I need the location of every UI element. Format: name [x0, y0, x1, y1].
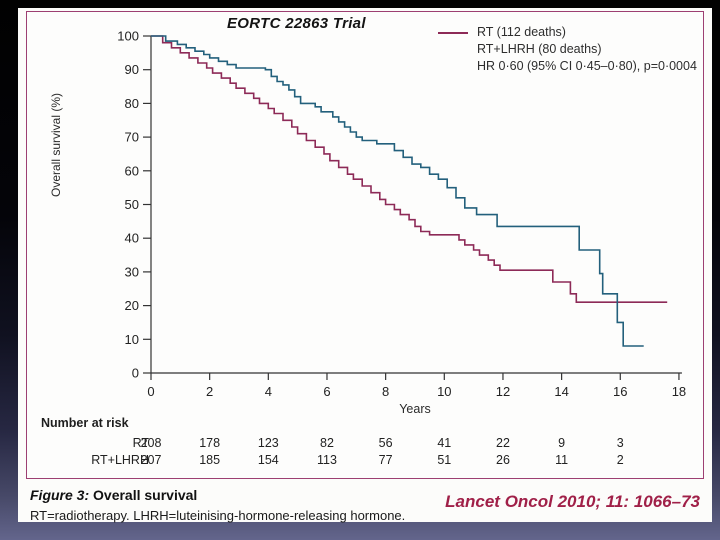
legend-entry-rt: RT (112 deaths) — [438, 24, 697, 41]
figure-title: Overall survival — [89, 487, 198, 503]
legend: RT (112 deaths) RT+LHRH (80 deaths) HR 0… — [438, 24, 697, 75]
abbreviation-note: RT=radiotherapy. LHRH=luteinising-hormon… — [30, 508, 406, 523]
risk-count: 26 — [496, 453, 510, 467]
risk-count: 113 — [317, 453, 337, 467]
svg-text:18: 18 — [672, 384, 686, 399]
slide: EORTC 22863 Trial RT (112 deaths) RT+LHR… — [18, 8, 712, 523]
svg-text:30: 30 — [125, 264, 139, 279]
svg-text:80: 80 — [125, 96, 139, 111]
svg-text:50: 50 — [125, 197, 139, 212]
legend-marker-slot — [438, 31, 477, 34]
svg-text:6: 6 — [323, 384, 330, 399]
svg-text:10: 10 — [125, 332, 139, 347]
risk-count: 77 — [378, 453, 393, 467]
risk-count: 208 — [140, 436, 162, 450]
risk-count: 51 — [437, 453, 452, 467]
risk-row-label: RT+LHRH — [91, 453, 149, 467]
risk-row-label: RT — [132, 436, 149, 450]
chart-title: EORTC 22863 Trial — [227, 15, 366, 32]
svg-text:16: 16 — [613, 384, 627, 399]
svg-text:0: 0 — [147, 384, 154, 399]
survival-chart: 0 10 20 30 40 50 60 70 80 90 100 0 2 4 6 8 10 12 14 16 18 — [117, 29, 686, 400]
svg-text:14: 14 — [554, 384, 568, 399]
hazard-ratio-text: HR 0·60 (95% CI 0·45–0·80), p=0·0004 — [477, 59, 697, 73]
journal-citation: Lancet Oncol 2010; 11: 1066–73 — [445, 492, 700, 511]
risk-count: 2 — [616, 453, 624, 467]
svg-text:4: 4 — [265, 384, 272, 399]
risk-count: 9 — [558, 436, 566, 450]
risk-count: 22 — [496, 436, 510, 450]
svg-text:100: 100 — [117, 29, 139, 44]
risk-count: 3 — [616, 436, 624, 450]
legend-entry-rtlhrh: RT+LHRH (80 deaths) — [438, 41, 697, 58]
figure-label: Figure 3: — [30, 487, 90, 503]
svg-text:20: 20 — [125, 298, 139, 313]
figure-caption: Figure 3: Overall survival — [30, 487, 197, 503]
svg-text:10: 10 — [437, 384, 451, 399]
legend-label-rt: RT (112 deaths) — [477, 25, 566, 39]
risk-count: 56 — [378, 436, 393, 450]
svg-text:2: 2 — [206, 384, 213, 399]
risk-count: 41 — [437, 436, 452, 450]
risk-count: 82 — [320, 436, 334, 450]
legend-label-rtlhrh: RT+LHRH (80 deaths) — [477, 42, 602, 56]
risk-count: 154 — [257, 453, 279, 467]
svg-text:40: 40 — [125, 231, 139, 246]
rt-line-marker — [438, 31, 468, 34]
risk-count: 11 — [555, 453, 569, 467]
svg-text:8: 8 — [382, 384, 389, 399]
risk-count: 185 — [199, 453, 221, 467]
legend-stats: HR 0·60 (95% CI 0·45–0·80), p=0·0004 — [438, 58, 697, 75]
svg-text:70: 70 — [125, 130, 139, 145]
risk-count: 207 — [140, 453, 162, 467]
svg-text:60: 60 — [125, 163, 139, 178]
svg-text:0: 0 — [132, 366, 139, 381]
svg-text:12: 12 — [496, 384, 510, 399]
risk-count: 178 — [199, 436, 221, 450]
risk-count: 123 — [257, 436, 279, 450]
svg-text:90: 90 — [125, 62, 139, 77]
number-at-risk-header: Number at risk — [41, 416, 129, 430]
x-axis-title: Years — [399, 402, 431, 416]
figure-panel: EORTC 22863 Trial RT (112 deaths) RT+LHR… — [26, 11, 704, 479]
